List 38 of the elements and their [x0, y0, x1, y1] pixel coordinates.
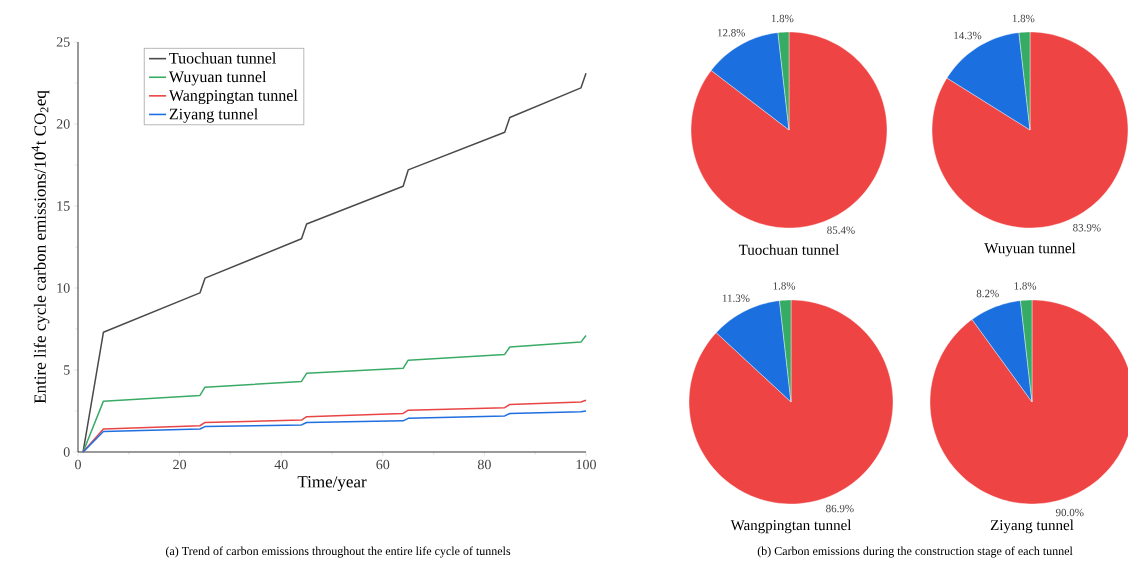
data-label: 85.4%: [827, 226, 855, 234]
data-label: 83.9%: [1073, 223, 1101, 232]
data-label: 14.3%: [954, 31, 982, 40]
text: Tuochuan tunnel: [738, 244, 840, 255]
x-tick-label: 40: [274, 459, 288, 470]
x-tick-label: 80: [477, 459, 491, 470]
y-tick-label: 10: [57, 283, 70, 293]
legend-label: Ziyang tunnel: [169, 108, 258, 123]
x-tick-label: 0: [75, 459, 81, 470]
y-tick-label: 15: [57, 201, 70, 211]
data-label: 1.8%: [773, 282, 796, 290]
text: Wuyuan tunnel: [984, 242, 1076, 257]
data-label: 1.8%: [1012, 14, 1035, 23]
legend-label: Tuochuan tunnel: [169, 52, 277, 64]
legend-label: Wuyuan tunnel: [168, 70, 267, 86]
data-label: 1.8%: [771, 14, 794, 23]
y-tick-label: 20: [56, 119, 70, 129]
line-series: [82, 334, 587, 453]
text: Wangpingtan tunnel: [730, 519, 852, 534]
text: Ziyang tunnel: [990, 519, 1074, 534]
y-axis-title: Entire life cycle carbon emissions/10$^{4}$t CO$_{2}$eq: [31, 90, 50, 404]
text: (b) Carbon emissions during the construction stage of each tunnel: [757, 546, 1073, 558]
legend-label: Wangpingtan tunnel: [168, 89, 298, 105]
data-label: 11.3%: [722, 294, 750, 302]
text: (a) Trend of carbon emissions throughout the entire life cycle of tunnels: [165, 546, 511, 558]
data-label: 90.0%: [1055, 508, 1084, 517]
data-label: 86.9%: [826, 504, 854, 513]
y-tick-label: 25: [56, 37, 70, 47]
x-tick-label: 100: [576, 459, 596, 470]
data-label: 8.2%: [976, 289, 999, 298]
data-label: 12.8%: [717, 29, 746, 37]
x-tick-label: 20: [173, 459, 187, 470]
x-tick-label: 60: [376, 459, 390, 470]
x-axis-title: Time/year: [297, 476, 367, 492]
y-tick-label: 0: [63, 447, 70, 457]
y-tick-label: 5: [64, 365, 70, 375]
line-series: [82, 410, 587, 453]
data-label: 1.8%: [1014, 282, 1037, 290]
